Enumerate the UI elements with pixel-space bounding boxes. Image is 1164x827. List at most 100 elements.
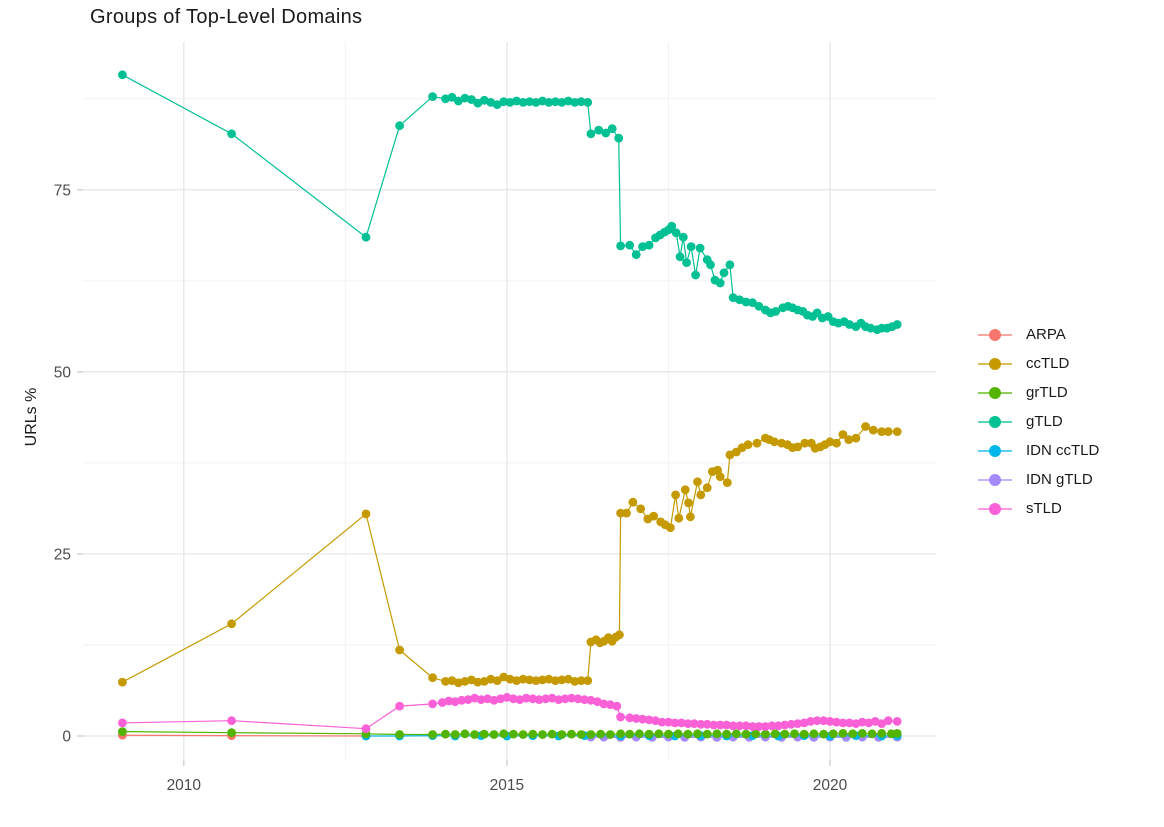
data-point [570,98,580,107]
data-point [518,674,528,684]
data-point [682,258,691,267]
data-point [615,630,624,640]
data-point [654,729,664,739]
series-line [122,425,898,684]
data-point [631,714,641,723]
data-point [693,729,702,739]
data-point [499,729,509,739]
data-point [118,70,127,80]
data-point [696,490,706,500]
data-point [743,440,753,450]
data-point [683,719,693,728]
legend-key-icon [978,413,1012,431]
data-point [715,278,725,288]
data-point [686,242,696,252]
data-point [544,98,554,107]
data-point [616,729,625,739]
data-point [812,716,822,726]
data-point [741,729,751,739]
data-point [509,729,518,739]
data-point [460,729,470,739]
data-point [470,730,479,739]
data-point [892,729,902,738]
data-point [557,675,567,685]
data-point [883,716,893,726]
data-point [664,717,673,727]
data-point [467,95,476,104]
data-point [706,260,715,270]
data-point [677,718,686,728]
data-point [489,730,499,739]
x-tick-label: 2010 [167,777,202,794]
data-point [576,676,586,685]
data-point [428,699,437,709]
data-point [670,718,680,728]
data-point [725,260,735,270]
data-point [712,729,722,739]
data-point [638,714,647,724]
data-point [635,729,644,739]
data-point [636,504,646,514]
data-point [657,717,667,727]
data-point [622,508,631,518]
legend-item-idn-gtld: IDN gTLD [978,465,1099,494]
data-point [570,677,580,686]
data-point [780,729,790,739]
data-point [538,675,547,685]
data-point [806,717,815,726]
data-point [428,730,437,739]
x-tick-label: 2020 [813,777,848,794]
data-point [509,694,518,704]
data-point [845,718,854,728]
data-point [525,675,534,685]
data-point [673,729,683,739]
data-point [599,699,609,709]
data-point [671,490,680,500]
legend: ARPA ccTLD grTLD gTLD IDN ccTLD IDN gTLD sTLD [978,320,1099,523]
legend-label: gTLD [1026,413,1063,430]
data-point [667,221,677,231]
legend-key-icon [978,355,1012,373]
data-point [719,268,729,278]
data-point [867,729,877,739]
data-point [680,485,690,495]
data-point [227,728,237,738]
data-point [625,729,635,739]
data-point [583,98,593,107]
data-point [832,438,841,448]
data-point [761,729,770,739]
data-point [594,125,604,135]
data-point [361,509,371,519]
data-point [596,729,605,739]
data-point [780,720,790,730]
data-point [722,720,731,730]
data-point [580,695,589,704]
data-point [686,512,695,522]
data-point [361,232,371,242]
data-point [541,694,551,704]
data-point [683,729,693,739]
data-point [534,695,544,704]
data-point [361,724,371,734]
legend-item-idn-cctld: IDN ccTLD [978,436,1099,465]
data-point [492,676,502,685]
series-line [122,74,898,331]
data-point [857,717,867,727]
data-point [761,722,770,731]
legend-key-icon [978,384,1012,402]
data-point [892,717,902,726]
data-point [877,427,887,436]
data-point [554,695,563,704]
data-point [790,729,799,739]
data-point [518,98,528,107]
data-point [567,729,576,739]
data-point [715,472,725,482]
data-point [586,129,596,139]
legend-key-icon [978,326,1012,344]
legend-item-gtld: gTLD [978,407,1099,436]
data-point [838,718,848,728]
data-point [607,124,617,134]
data-point [848,729,857,739]
data-point [450,730,460,739]
